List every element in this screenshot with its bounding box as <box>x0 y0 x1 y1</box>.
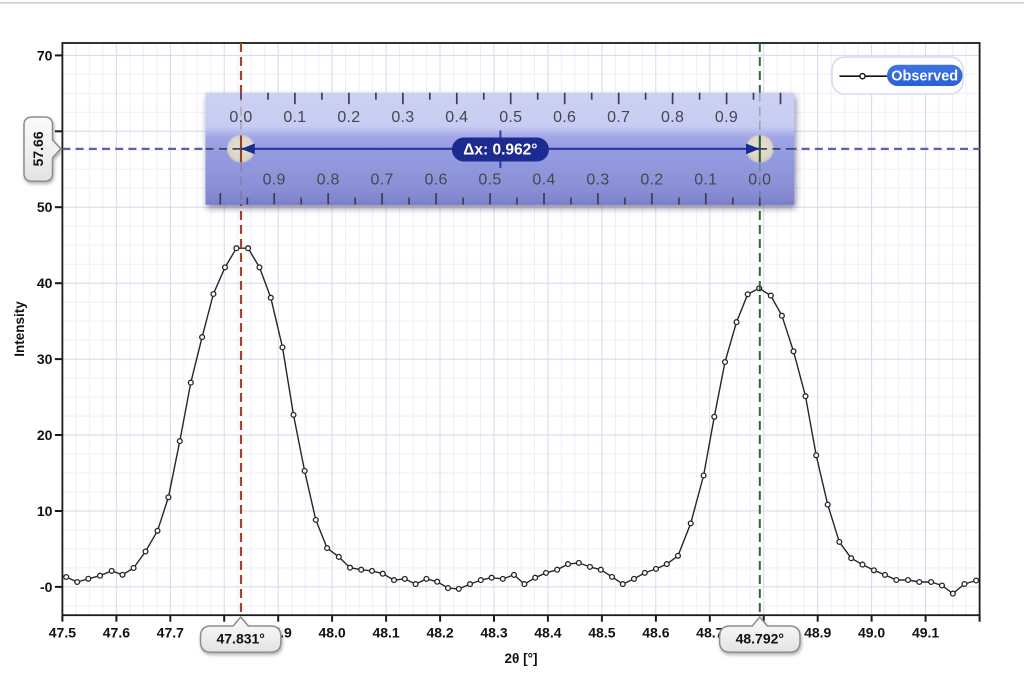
svg-text:57.66: 57.66 <box>30 131 46 166</box>
svg-text:0.4: 0.4 <box>532 172 555 189</box>
svg-text:0.9: 0.9 <box>715 109 738 126</box>
svg-text:2θ [°]: 2θ [°] <box>505 651 538 666</box>
svg-text:47.5: 47.5 <box>49 625 76 641</box>
svg-text:0.9: 0.9 <box>263 172 286 189</box>
svg-text:70: 70 <box>37 47 53 63</box>
svg-text:0.3: 0.3 <box>586 172 609 189</box>
svg-text:48.6: 48.6 <box>642 625 669 641</box>
svg-text:49.1: 49.1 <box>912 625 939 641</box>
svg-text:49.0: 49.0 <box>858 625 885 641</box>
svg-text:0.5: 0.5 <box>499 109 522 126</box>
svg-text:10: 10 <box>37 503 53 519</box>
svg-text:47.831°: 47.831° <box>216 630 264 646</box>
svg-text:0.2: 0.2 <box>640 172 663 189</box>
svg-text:47.6: 47.6 <box>103 625 130 641</box>
svg-text:48.0: 48.0 <box>318 625 345 641</box>
svg-text:0.5: 0.5 <box>478 172 501 189</box>
svg-text:0.3: 0.3 <box>391 109 414 126</box>
svg-text:Δx: 0.962°: Δx: 0.962° <box>463 142 537 159</box>
svg-text:47.7: 47.7 <box>157 625 184 641</box>
svg-text:-0: -0 <box>40 579 53 595</box>
svg-text:48.1: 48.1 <box>372 625 399 641</box>
svg-text:48.9: 48.9 <box>804 625 831 641</box>
svg-text:50: 50 <box>37 199 53 215</box>
svg-text:48.7: 48.7 <box>696 625 723 641</box>
svg-text:0.7: 0.7 <box>607 109 630 126</box>
svg-text:0.0: 0.0 <box>748 172 771 189</box>
svg-text:40: 40 <box>37 275 53 291</box>
svg-text:0.0: 0.0 <box>229 109 252 126</box>
svg-text:48.4: 48.4 <box>534 625 561 641</box>
svg-text:48.5: 48.5 <box>588 625 615 641</box>
svg-text:48.792°: 48.792° <box>736 630 784 646</box>
svg-text:0.1: 0.1 <box>694 172 717 189</box>
svg-text:0.6: 0.6 <box>553 109 576 126</box>
svg-text:0.4: 0.4 <box>445 109 468 126</box>
svg-text:48.2: 48.2 <box>426 625 453 641</box>
svg-text:0.8: 0.8 <box>317 172 340 189</box>
svg-text:30: 30 <box>37 351 53 367</box>
svg-text:48.3: 48.3 <box>480 625 507 641</box>
svg-text:0.1: 0.1 <box>283 109 306 126</box>
svg-text:0.7: 0.7 <box>371 172 394 189</box>
svg-text:Observed: Observed <box>891 68 958 84</box>
svg-text:0.6: 0.6 <box>425 172 448 189</box>
svg-text:20: 20 <box>37 427 53 443</box>
svg-text:0.8: 0.8 <box>661 109 684 126</box>
svg-text:Intensity: Intensity <box>12 301 27 357</box>
svg-text:0.2: 0.2 <box>337 109 360 126</box>
